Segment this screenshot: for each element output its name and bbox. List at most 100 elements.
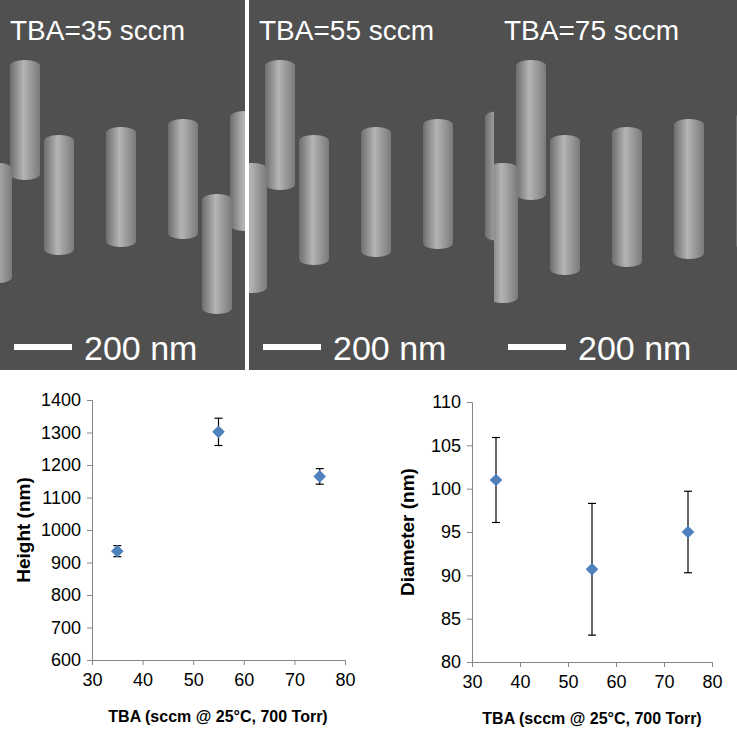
pillar bbox=[249, 163, 267, 293]
pillar bbox=[168, 119, 198, 239]
tick: 95 bbox=[441, 522, 472, 542]
chart: 80 85 90 95 100 105 110 30 40 50 60 70 80 Diameter (n… bbox=[397, 392, 723, 727]
tick-mark bbox=[87, 400, 92, 401]
y-axis: 80 85 90 95 100 105 110 bbox=[431, 392, 473, 672]
tick-label: 60 bbox=[234, 670, 254, 690]
axis-line bbox=[87, 401, 93, 661]
tick-label: 900 bbox=[51, 553, 81, 573]
pillars bbox=[0, 60, 245, 314]
tick-mark bbox=[87, 498, 92, 499]
x-axis: 304050607080 bbox=[82, 660, 355, 690]
tick: 900 bbox=[51, 553, 92, 573]
pillar bbox=[736, 111, 737, 251]
panel-label: TBA=75 sccm bbox=[504, 15, 679, 46]
scale-bar-label: 200 nm bbox=[578, 329, 691, 367]
tick: 1400 bbox=[41, 390, 92, 410]
tick: 70 bbox=[285, 660, 305, 690]
sem-panel: TBA=75 sccm 200 nm bbox=[454, 0, 737, 370]
plot-marks bbox=[111, 418, 326, 557]
tick: 80 bbox=[702, 662, 722, 692]
scale-bar bbox=[263, 344, 321, 350]
tick: 90 bbox=[441, 566, 472, 586]
tick: 60 bbox=[234, 660, 254, 690]
tick-mark bbox=[87, 660, 92, 661]
pillar bbox=[265, 60, 295, 190]
tick: 80 bbox=[441, 652, 472, 672]
figure: TBA=35 sccm200 nmTBA=55 sccm200 nmTBA=75… bbox=[0, 0, 737, 750]
pillar bbox=[485, 111, 494, 241]
pillar bbox=[202, 194, 232, 314]
tick-label: 80 bbox=[441, 652, 461, 672]
tick-mark bbox=[472, 662, 473, 667]
tick-label: 110 bbox=[432, 392, 461, 412]
tick-mark bbox=[92, 660, 93, 665]
tick: 600 bbox=[51, 650, 92, 670]
tick-mark bbox=[87, 465, 92, 466]
tick-label: 30 bbox=[462, 672, 482, 692]
tick-label: 70 bbox=[285, 670, 305, 690]
panel-label: TBA=55 sccm bbox=[259, 15, 434, 46]
pillars bbox=[249, 60, 494, 316]
tick: 1200 bbox=[41, 455, 92, 475]
tick-label: 40 bbox=[133, 670, 153, 690]
tick-label: 1000 bbox=[41, 520, 81, 540]
scale-bar bbox=[14, 344, 72, 350]
tick: 40 bbox=[133, 660, 153, 690]
tick: 100 bbox=[431, 479, 472, 499]
panel-label: TBA=35 sccm bbox=[10, 15, 185, 46]
tick-label: 90 bbox=[441, 566, 461, 586]
tick-mark bbox=[664, 662, 665, 667]
tick-mark bbox=[467, 662, 472, 663]
plot-marks bbox=[490, 438, 695, 636]
pillar bbox=[0, 163, 12, 283]
tick: 700 bbox=[51, 618, 92, 638]
pillar bbox=[361, 127, 391, 257]
tick-label: 85 bbox=[441, 609, 461, 629]
tick: 85 bbox=[441, 609, 472, 629]
axis-line bbox=[467, 403, 473, 663]
tick-label: 50 bbox=[558, 672, 578, 692]
tick-label: 70 bbox=[654, 672, 674, 692]
tick-mark bbox=[244, 660, 245, 665]
panel-background bbox=[249, 0, 494, 370]
tick-label: 80 bbox=[702, 672, 722, 692]
tick: 30 bbox=[462, 662, 482, 692]
tick: 800 bbox=[51, 585, 92, 605]
tick-mark bbox=[294, 660, 295, 665]
tick-label: 105 bbox=[431, 436, 461, 456]
y-axis-title: Height (nm) bbox=[13, 477, 34, 583]
panel-background bbox=[494, 0, 737, 370]
tick-mark bbox=[616, 662, 617, 667]
tick-mark bbox=[520, 662, 521, 667]
y-axis: 60070080090010001100120013001400 bbox=[41, 390, 93, 670]
tick-label: 30 bbox=[82, 670, 102, 690]
y-axis-title: Diameter (nm) bbox=[397, 468, 418, 596]
tick-label: 40 bbox=[510, 672, 530, 692]
pillar bbox=[423, 119, 453, 249]
tick-mark bbox=[467, 575, 472, 576]
tick-mark bbox=[467, 489, 472, 490]
tick: 1000 bbox=[41, 520, 92, 540]
x-axis-title: TBA (sccm @ 25°C, 700 Torr) bbox=[108, 708, 327, 725]
tick: 110 bbox=[432, 392, 472, 412]
scale-bar-label: 200 nm bbox=[84, 329, 197, 367]
tick-mark bbox=[87, 563, 92, 564]
axis-line bbox=[473, 663, 713, 668]
tick-mark bbox=[87, 530, 92, 531]
tick-mark bbox=[467, 402, 472, 403]
tick: 40 bbox=[510, 662, 530, 692]
tick-label: 100 bbox=[431, 479, 461, 499]
tick-label: 600 bbox=[51, 650, 81, 670]
tick-label: 700 bbox=[51, 618, 81, 638]
tick: 80 bbox=[335, 660, 355, 690]
data-point bbox=[682, 526, 695, 539]
tick-label: 1400 bbox=[41, 390, 81, 410]
chart: 6007008009001000110012001300140030405060… bbox=[13, 390, 356, 725]
pillar bbox=[550, 135, 580, 275]
pillar bbox=[674, 119, 704, 259]
x-axis: 30 40 50 60 70 80 bbox=[462, 662, 722, 692]
pillar bbox=[299, 135, 329, 265]
tick-mark bbox=[568, 662, 569, 667]
tick: 60 bbox=[606, 662, 626, 692]
x-axis-title: TBA (sccm @ 25°C, 700 Torr) bbox=[482, 710, 701, 727]
